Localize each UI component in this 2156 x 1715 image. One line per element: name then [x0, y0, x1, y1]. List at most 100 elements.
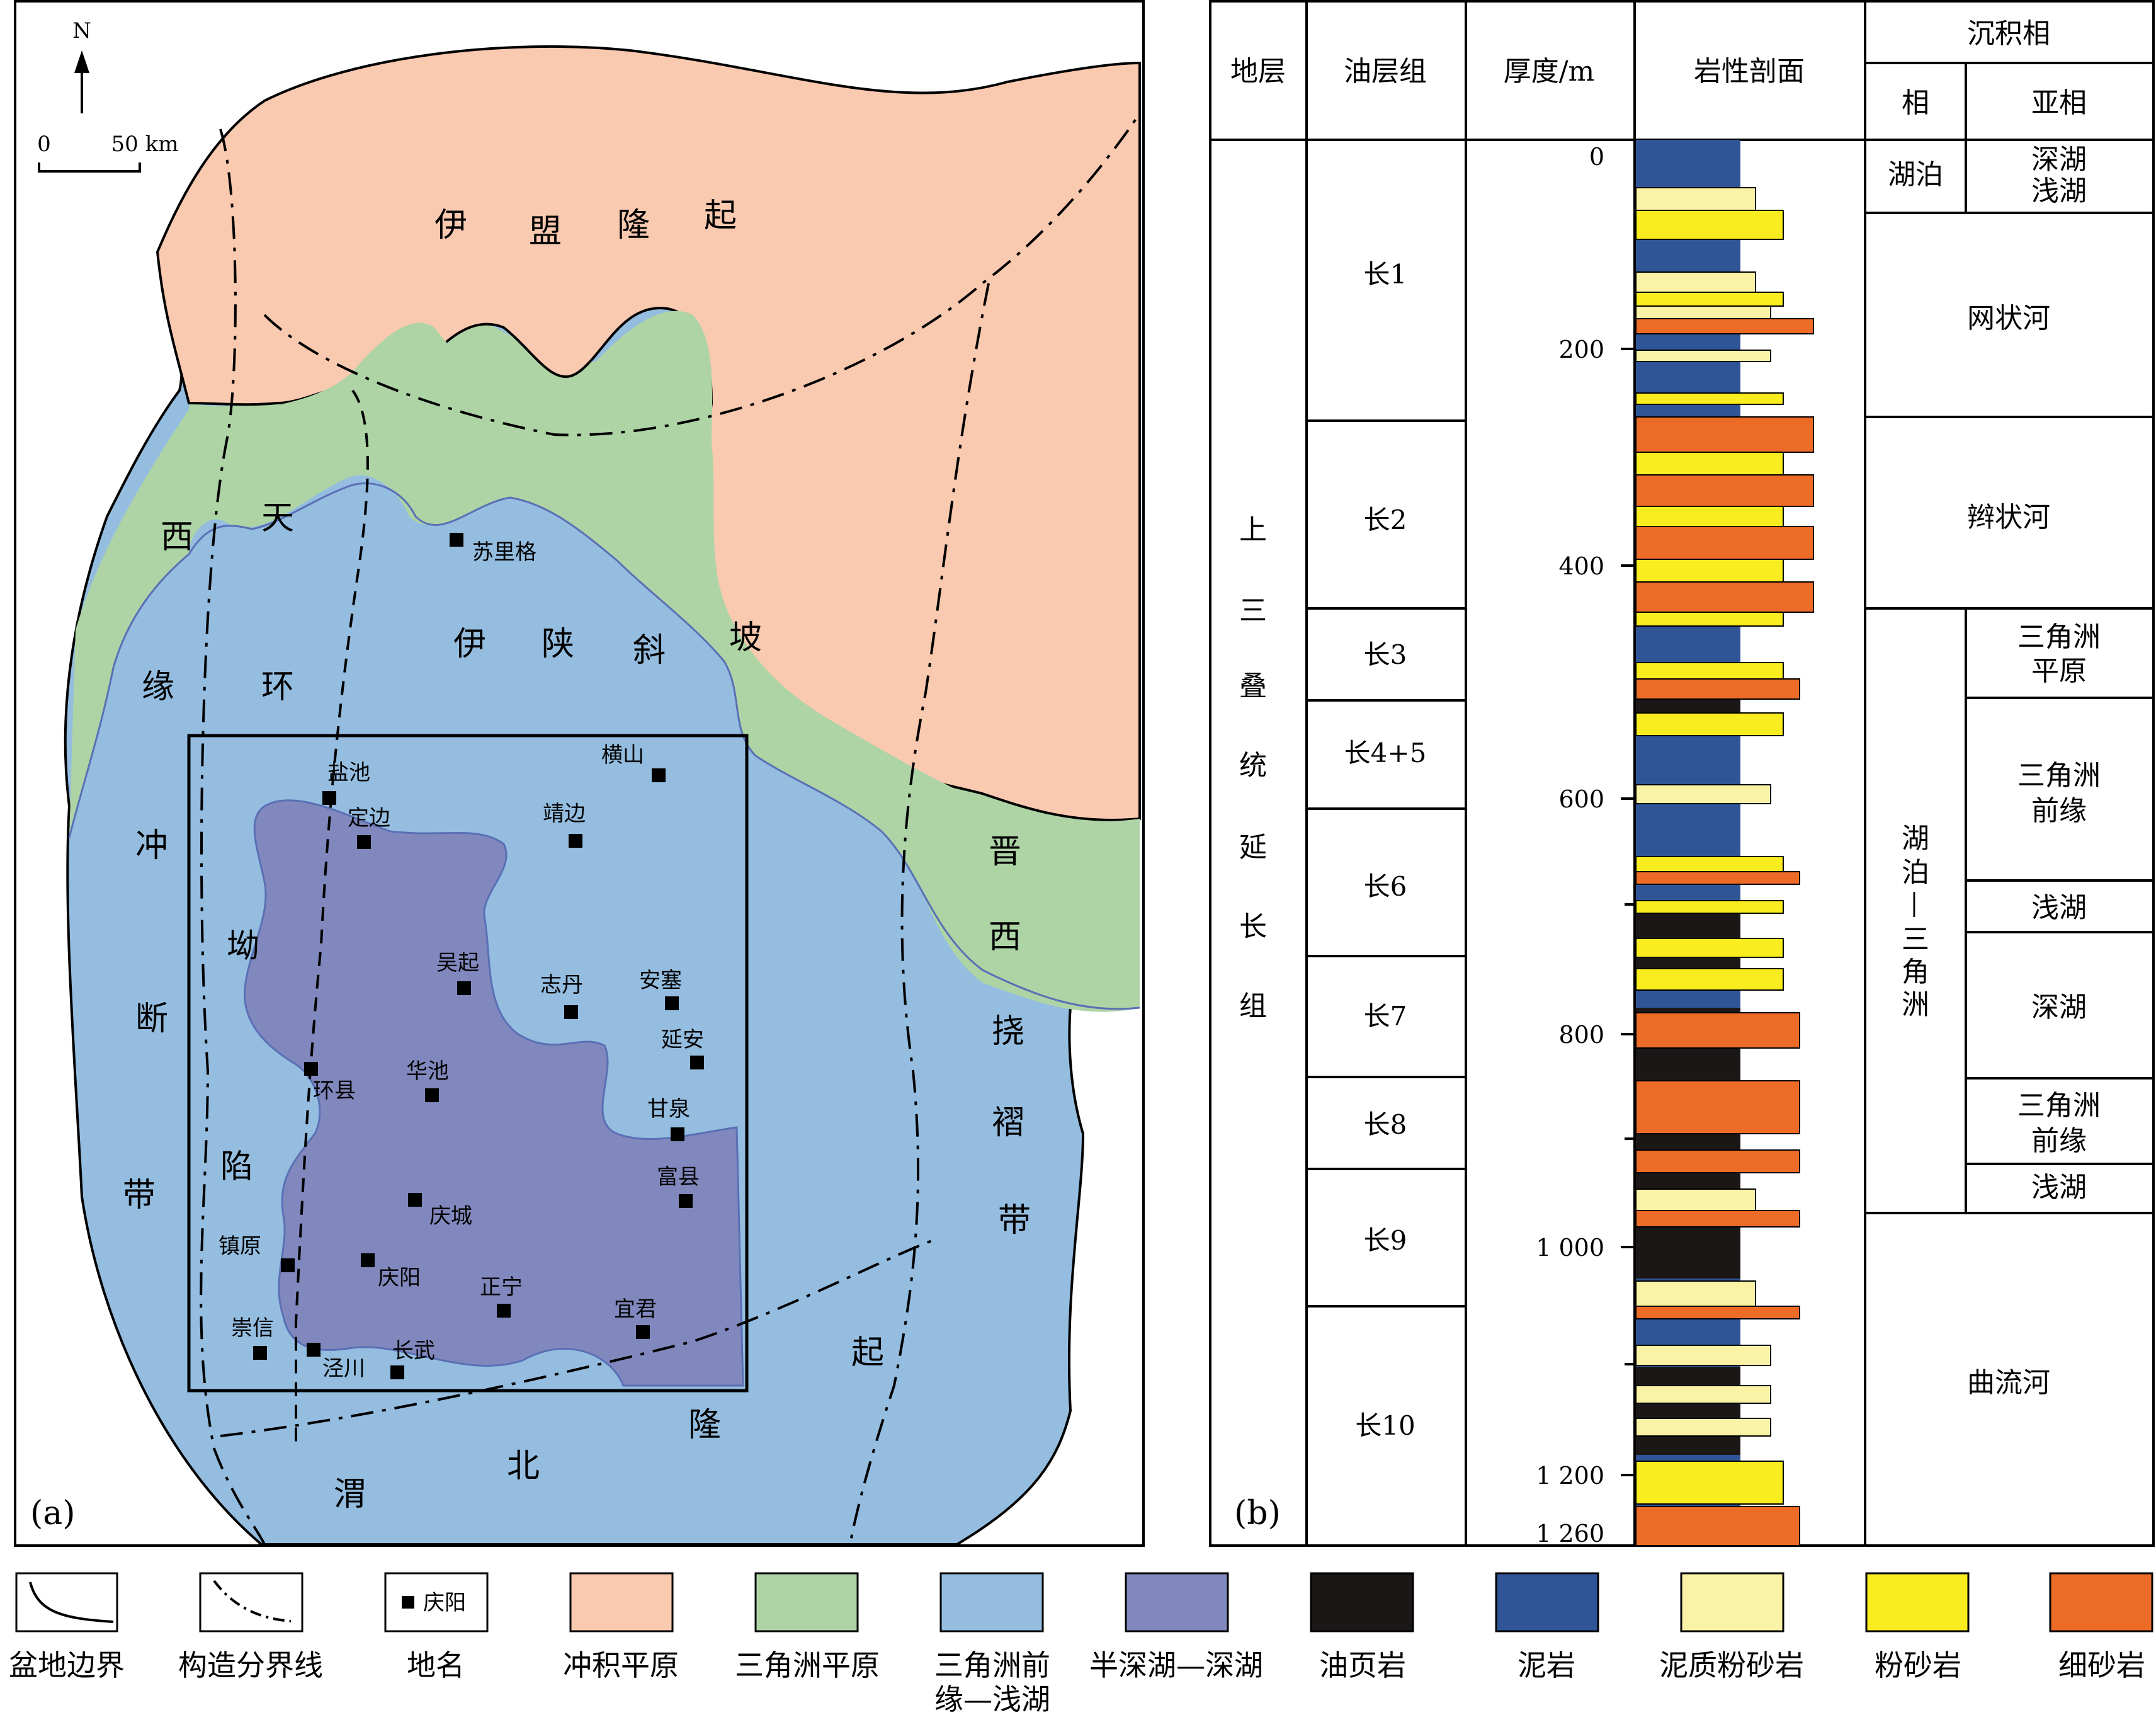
town-marker: [307, 1343, 321, 1357]
facies-sub-label: 三角洲: [2017, 760, 2101, 792]
town-name: 吴起: [436, 950, 479, 976]
depth-tick-label: 1 000: [1536, 1234, 1604, 1262]
legend-label: 三角洲平原: [735, 1648, 880, 1682]
study-area-box: [187, 734, 749, 1393]
town-markers: [253, 533, 704, 1379]
north-arrow: N: [72, 18, 91, 113]
stratum-name: 上 三 叠 统 延 长 组: [1239, 514, 1267, 1022]
town-name: 志丹: [540, 972, 583, 998]
region-char: 盟: [529, 213, 562, 251]
legend-item-structural-boundary: 构造分界线: [178, 1572, 323, 1682]
header-lithology: 岩性剖面: [1694, 55, 1805, 88]
legend-label: 油页岩: [1319, 1648, 1406, 1682]
region-char: 断: [135, 1000, 168, 1038]
legend-item-fine-sandstone: 细砂岩: [2049, 1572, 2153, 1682]
region-char: 晋: [989, 833, 1021, 871]
town-marker: [361, 1253, 375, 1267]
region-char: 起: [851, 1334, 884, 1372]
town-name: 庆阳: [378, 1265, 421, 1291]
town-marker: [497, 1304, 511, 1318]
structural-boundary-icon: [213, 1580, 292, 1622]
town-name: 苏里格: [472, 540, 536, 565]
legend-item-siltstone: 粉砂岩: [1865, 1572, 1970, 1682]
header-stratum: 地层: [1230, 55, 1286, 88]
town-marker: [636, 1325, 650, 1339]
legend-label: 粉砂岩: [1875, 1648, 1961, 1682]
region-char: 缘: [142, 668, 174, 706]
town-marker: [569, 834, 582, 848]
facies-sub-label: 平原: [2031, 655, 2087, 687]
facies-phase-label: 湖泊: [1888, 159, 1943, 191]
town-name: 盐池: [327, 760, 370, 785]
legend-label: 地名: [407, 1648, 465, 1682]
town-marker-icon: [402, 1596, 414, 1609]
delta-front-edge: [68, 482, 1140, 1010]
scale-distance-label: 50 km: [111, 132, 179, 157]
region-char: 带: [123, 1177, 156, 1214]
depth-tick-label: 1 200: [1536, 1462, 1604, 1490]
facies-sub-label: 前缘: [2031, 1125, 2087, 1157]
legend-label: 构造分界线: [178, 1648, 323, 1682]
semi-deep-to-deep-lake-region: [244, 799, 744, 1387]
member-label: 长9: [1364, 1225, 1407, 1256]
town-name: 华池: [406, 1059, 449, 1084]
legend-swatch: [2049, 1572, 2153, 1632]
facies-sub-label: 浅湖: [2031, 1171, 2087, 1204]
region-char: 陕: [542, 625, 574, 663]
facies-phase-char: —: [1900, 891, 1932, 918]
town-name: 延安: [661, 1027, 704, 1052]
legend-label-line2: 缘—浅湖: [934, 1682, 1050, 1715]
town-name: 庆城: [429, 1204, 472, 1229]
town-marker: [652, 768, 666, 782]
town-name: 正宁: [480, 1275, 523, 1300]
legend-item-delta-front-shallow-lake: 三角洲前 缘—浅湖: [934, 1572, 1050, 1715]
town-marker: [253, 1346, 267, 1360]
facies-phase-char: 湖: [1902, 823, 1929, 855]
depth-axis: 0 200 400 600 800 1 000 1 200 1 260: [1536, 143, 1635, 1547]
depth-tick-label: 200: [1558, 336, 1604, 363]
member-label: 长7: [1364, 1001, 1407, 1032]
region-labels: 伊 盟 隆 起 伊 陕 斜 坡 西 天 环 缘 冲 坳 断 陷 带 晋 西 挠 …: [123, 197, 1031, 1513]
header-facies-phase: 相: [1902, 87, 1929, 119]
legend-label: 盆地边界: [9, 1648, 125, 1682]
member-label: 长6: [1364, 871, 1407, 902]
north-label: N: [72, 18, 91, 43]
town-marker: [281, 1258, 295, 1272]
town-marker: [665, 996, 679, 1010]
town-marker: [425, 1088, 439, 1102]
oil-groups: 长1 长2 长3 长4+5 长6 长7 长8 长9 长10: [1344, 259, 1427, 1441]
stratum-char: 三: [1239, 595, 1267, 627]
region-char: 挠: [992, 1013, 1024, 1051]
region-char: 坳: [227, 928, 259, 966]
town-name: 镇原: [218, 1234, 261, 1259]
header-thickness: 厚度/m: [1504, 55, 1595, 88]
stratum-char: 统: [1239, 749, 1267, 782]
facies-sub-label: 浅湖: [2031, 175, 2087, 207]
region-char: 斜: [633, 632, 666, 669]
region-char: 北: [507, 1447, 540, 1485]
facies-phase-char: 角: [1902, 956, 1929, 988]
legend: 盆地边界 构造分界线 庆阳 地名 冲积平原 三角洲平原 三角洲前 缘: [9, 1572, 2153, 1715]
stratum-char: 延: [1239, 831, 1267, 863]
legend-swatch: [1865, 1572, 1970, 1632]
depth-tick-label: 400: [1558, 552, 1604, 580]
legend-item-muddy-siltstone: 泥质粉砂岩: [1659, 1572, 1804, 1682]
facies-labels: 湖泊 深湖 浅湖 网状河 辫状河 三角洲 平原 三角洲 前缘 浅湖 深湖 三角洲…: [1888, 144, 2101, 1399]
column-grid: [1210, 1, 2153, 1546]
stratum-char: 上: [1239, 514, 1267, 546]
legend-label: 冲积平原: [563, 1648, 679, 1682]
member-label: 长2: [1364, 504, 1407, 535]
depth-tick-label: 0: [1589, 143, 1604, 171]
member-label: 长10: [1355, 1410, 1415, 1441]
town-marker: [408, 1193, 422, 1207]
lithology-log: [1635, 140, 1814, 1546]
facies-phase-char: 洲: [1902, 989, 1929, 1021]
region-char: 伊: [434, 207, 467, 244]
legend-label: 三角洲前: [934, 1648, 1050, 1682]
depth-tick-label: 600: [1558, 785, 1604, 813]
facies-sub-label: 浅湖: [2031, 892, 2087, 924]
member-label: 长3: [1364, 639, 1407, 670]
region-char: 起: [704, 197, 737, 235]
town-marker: [390, 1365, 404, 1379]
